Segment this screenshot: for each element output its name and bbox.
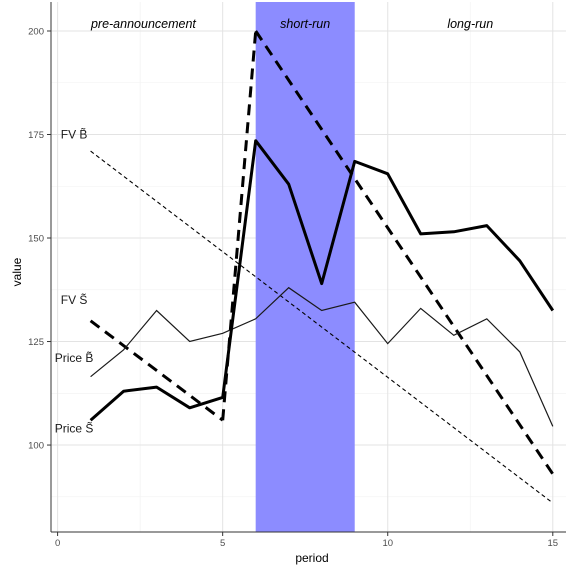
series-label: Price S̃	[55, 420, 94, 435]
x-tick-label: 10	[382, 538, 393, 549]
y-tick-label: 100	[28, 441, 44, 452]
shaded-region-layer	[255, 2, 355, 532]
region-label: short-run	[280, 17, 330, 31]
y-axis-title: value	[10, 257, 24, 286]
y-tick-label: 150	[28, 234, 44, 245]
y-tick-label: 175	[28, 130, 44, 141]
series-label: FV B̃	[61, 127, 88, 142]
series-line-2-seg-0	[90, 286, 554, 427]
y-tick-label: 125	[28, 337, 44, 348]
x-tick-label: 5	[220, 538, 225, 549]
series-label: Price B̃	[55, 350, 94, 365]
series-line-0-seg-1	[221, 30, 258, 421]
y-tick-label: 200	[28, 26, 44, 37]
short-run-region	[255, 2, 355, 532]
region-label: pre-announcement	[90, 17, 196, 31]
region-label: long-run	[447, 17, 493, 31]
series-line-3-seg-0	[89, 139, 555, 422]
axes-layer	[47, 2, 566, 536]
series-label: FV S̃	[61, 292, 88, 307]
x-axis-title: period	[295, 551, 328, 565]
series-line-1-seg-0	[90, 150, 554, 504]
text-layer: 0 5 10 15 100 125 150 175 200 pre-announcement sho…	[28, 17, 558, 549]
x-tick-label: 15	[548, 538, 559, 549]
x-tick-label: 0	[55, 538, 60, 549]
series-lines-layer	[89, 30, 555, 504]
series-line-0-seg-0	[89, 319, 224, 422]
